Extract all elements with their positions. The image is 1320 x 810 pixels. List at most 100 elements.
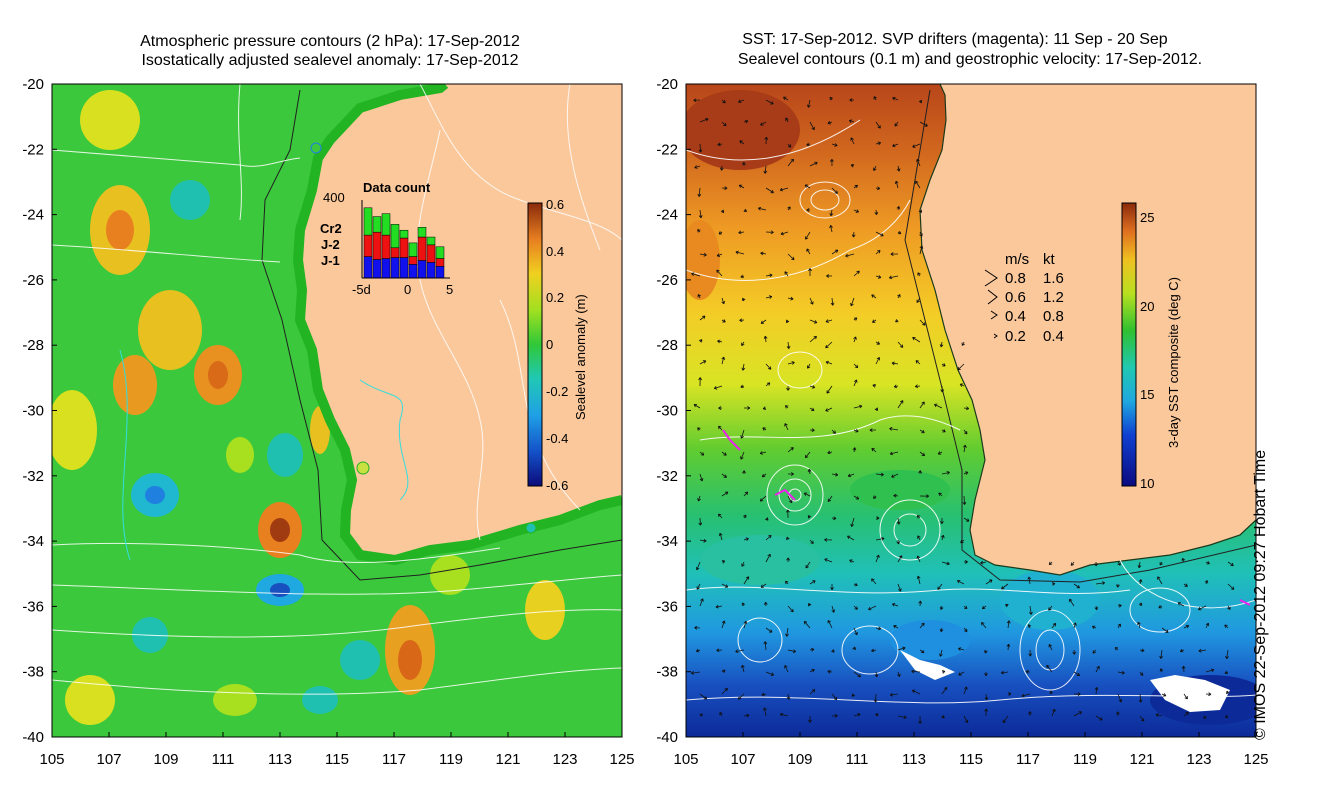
velocity-arrow bbox=[873, 693, 878, 703]
velocity-arrow bbox=[853, 270, 860, 277]
velocity-arrow bbox=[806, 142, 811, 147]
svp-drifter-tracks bbox=[722, 429, 1251, 606]
velocity-kt-0.4: 0.4 bbox=[1043, 328, 1064, 345]
velocity-arrow bbox=[1161, 627, 1169, 633]
sst-tick-10: 10 bbox=[1140, 476, 1154, 491]
velocity-arrow bbox=[809, 297, 814, 305]
velocity-arrow bbox=[783, 96, 789, 101]
velocity-arrow bbox=[757, 206, 767, 211]
velocity-arrow bbox=[717, 339, 723, 344]
velocity-arrow bbox=[827, 669, 833, 674]
right-lat-tick-label: -30 bbox=[656, 403, 678, 420]
velocity-arrow bbox=[809, 407, 815, 411]
velocity-arrow bbox=[762, 427, 767, 431]
velocity-arrow bbox=[694, 165, 701, 169]
velocity-arrow bbox=[827, 619, 833, 629]
velocity-arrow bbox=[893, 625, 899, 629]
velocity-ms-0.6: 0.6 bbox=[1005, 289, 1026, 306]
left-lon-tick-label: 119 bbox=[439, 751, 463, 768]
velocity-header-ms: m/s bbox=[1005, 251, 1029, 268]
velocity-arrow bbox=[808, 603, 812, 607]
velocity-arrow bbox=[959, 383, 965, 387]
data-count-bar-j1 bbox=[417, 260, 427, 279]
velocity-arrow bbox=[808, 268, 812, 277]
right-lat-tick-label: -36 bbox=[656, 598, 678, 615]
velocity-ms-0.8: 0.8 bbox=[1005, 270, 1026, 287]
velocity-arrow bbox=[741, 561, 745, 567]
velocity-arrow bbox=[919, 451, 926, 457]
velocity-arrow bbox=[742, 470, 746, 475]
velocity-arrow bbox=[737, 693, 745, 700]
right-coast-strip bbox=[919, 84, 1256, 576]
right-lon-tick-label: 123 bbox=[1186, 751, 1211, 768]
velocity-arrow bbox=[716, 648, 723, 653]
velocity-arrow bbox=[897, 671, 901, 678]
velocity-arrow bbox=[787, 472, 794, 476]
sla-colorbar: 0.6 0.4 0.2 0 -0.2 -0.4 -0.6 Sealevel an… bbox=[527, 197, 588, 493]
velocity-arrow bbox=[787, 649, 797, 654]
sla-tick-0: 0 bbox=[546, 337, 553, 352]
velocity-arrow bbox=[853, 209, 860, 213]
velocity-arrow bbox=[852, 646, 857, 651]
velocity-arrow bbox=[830, 297, 835, 306]
data-count-bar-cr2 bbox=[426, 236, 436, 246]
data-count-bar-j2 bbox=[381, 234, 391, 259]
velocity-arrow bbox=[807, 99, 811, 108]
velocity-arrow bbox=[853, 184, 859, 189]
velocity-arrow bbox=[892, 96, 899, 101]
left-lat-tick-label: -32 bbox=[22, 468, 44, 485]
velocity-arrow bbox=[759, 495, 767, 502]
velocity-arrow bbox=[1027, 624, 1032, 629]
velocity-arrow bbox=[721, 356, 726, 365]
velocity-arrow bbox=[1028, 649, 1033, 657]
velocity-arrow bbox=[784, 580, 789, 585]
velocity-arrow bbox=[1138, 602, 1143, 607]
velocity-arrow bbox=[875, 121, 881, 129]
velocity-arrow bbox=[963, 560, 968, 564]
velocity-arrow bbox=[1073, 692, 1081, 697]
velocity-arrow bbox=[912, 143, 921, 148]
velocity-arrow bbox=[919, 319, 926, 326]
velocity-arrow bbox=[917, 535, 921, 541]
velocity-arrow bbox=[871, 294, 877, 299]
velocity-arrow bbox=[1094, 561, 1098, 567]
velocity-arrow bbox=[763, 601, 768, 607]
velocity-arrow bbox=[963, 429, 968, 435]
velocity-arrow bbox=[940, 534, 945, 541]
velocity-arrow bbox=[1117, 670, 1125, 675]
velocity-arrow bbox=[1072, 649, 1077, 655]
data-count-bar-cr2 bbox=[390, 224, 400, 249]
data-count-bar-j1 bbox=[381, 258, 391, 279]
velocity-arrow bbox=[699, 360, 707, 365]
velocity-arrow bbox=[804, 451, 811, 459]
velocity-arrow bbox=[1048, 644, 1053, 651]
velocity-arrow bbox=[721, 297, 725, 305]
velocity-arrow bbox=[696, 583, 701, 590]
velocity-arrow bbox=[940, 385, 945, 393]
velocity-arrow bbox=[963, 627, 968, 633]
velocity-ms-0.4: 0.4 bbox=[1005, 308, 1026, 325]
velocity-arrow bbox=[698, 209, 703, 219]
velocity-arrow bbox=[690, 671, 701, 675]
velocity-arrow bbox=[742, 161, 746, 167]
velocity-arrow bbox=[1225, 690, 1230, 695]
velocity-arrow bbox=[957, 363, 965, 371]
left-lon-tick-label: 117 bbox=[382, 751, 406, 768]
velocity-arrow bbox=[1177, 602, 1185, 607]
velocity-arrow bbox=[765, 553, 771, 563]
velocity-arrow bbox=[803, 492, 811, 497]
velocity-arrow bbox=[740, 384, 745, 389]
left-lat-tick-label: -34 bbox=[22, 533, 44, 550]
velocity-arrow bbox=[699, 315, 706, 321]
left-lon-tick-label: 123 bbox=[552, 751, 577, 768]
velocity-arrow bbox=[787, 158, 794, 167]
velocity-arrow bbox=[1183, 711, 1189, 717]
velocity-arrow bbox=[915, 180, 921, 189]
velocity-arrow bbox=[787, 206, 791, 211]
velocity-arrow bbox=[765, 99, 774, 105]
velocity-arrow bbox=[851, 231, 856, 238]
velocity-arrow bbox=[699, 252, 707, 257]
velocity-arrow bbox=[1091, 625, 1097, 630]
velocity-arrow bbox=[698, 377, 703, 387]
